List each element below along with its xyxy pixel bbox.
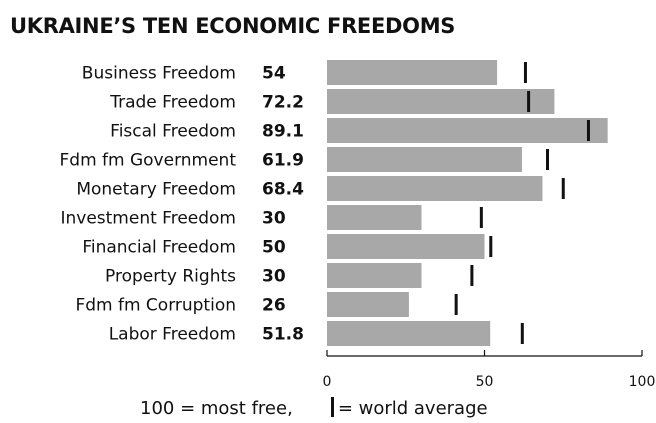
category-label: Monetary Freedom [76,180,236,200]
bar [327,263,422,288]
bar [327,321,491,346]
legend: 100 = most free, = world average [140,397,488,419]
bar [327,147,522,172]
bar [327,176,543,201]
value-label: 72.2 [262,93,304,113]
category-label: Trade Freedom [109,93,236,113]
value-label: 30 [262,267,286,287]
legend-scale-text: 100 = most free, [140,398,293,419]
legend-average-text: = world average [337,398,488,419]
x-tick-label: 100 [629,374,656,390]
bar [327,205,422,230]
bar [327,292,409,317]
category-label: Financial Freedom [82,238,236,258]
category-label: Labor Freedom [109,325,236,345]
category-label: Fiscal Freedom [110,122,236,142]
value-label: 50 [262,238,286,258]
bar [327,234,485,259]
category-label: Business Freedom [82,64,236,84]
category-label: Property Rights [105,267,236,287]
x-tick-label: 50 [476,374,494,390]
value-label: 68.4 [262,180,304,200]
bar [327,89,555,114]
category-label: Fdm fm Government [60,151,237,171]
bar [327,118,608,143]
x-tick-label: 0 [323,374,332,390]
category-label: Investment Freedom [60,209,236,229]
chart-title: UKRAINE’S TEN ECONOMIC FREEDOMS [10,14,456,38]
bar [327,60,498,85]
legend-average-marker [330,397,334,417]
value-label: 30 [262,209,286,229]
average-markers-layer [454,62,590,344]
value-label: 54 [262,64,286,84]
value-label: 51.8 [262,325,304,345]
value-label: 26 [262,296,286,316]
x-axis: 0 50 100 [323,350,656,390]
value-label: 61.9 [262,151,304,171]
bars-layer [327,60,608,346]
labels-layer: Business Freedom 54 Trade Freedom 72.2 Fisca… [60,64,305,345]
value-label: 89.1 [262,122,304,142]
category-label: Fdm fm Corruption [75,296,236,316]
